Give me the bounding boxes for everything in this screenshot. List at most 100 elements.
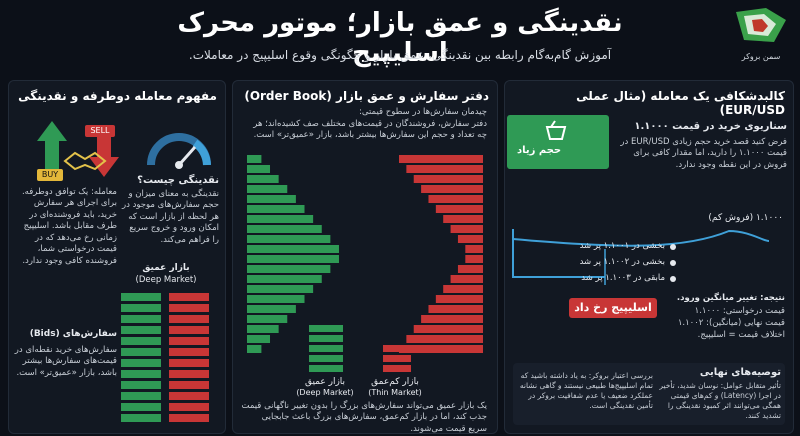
deep-bid-bar [247, 175, 279, 183]
deep-bid-bar [247, 165, 271, 173]
fill-point-2 [670, 260, 676, 266]
thin-market-stack-bar [383, 355, 411, 362]
deep-market-label: بازار عمیق [304, 377, 346, 387]
bid-bar [121, 337, 161, 345]
large-volume-label: حجم زیاد [517, 145, 562, 156]
panel-title-mid: دفتر سفارش و عمق بازار (Order Book) [244, 89, 489, 103]
bid-bar [121, 414, 161, 422]
thin-ask-bar [457, 265, 483, 273]
thin-ask-bar [465, 255, 483, 263]
thin-ask-bar [443, 215, 483, 223]
bid-bar [121, 293, 161, 301]
result-requested: قیمت درخواستی: ۱.۱۰۰۰ [694, 306, 785, 316]
deep-market-stack-bar [309, 365, 343, 372]
order-book-intro: دفتر سفارش، فروشندگان در قیمت‌های مختلف … [253, 119, 487, 141]
trade-definition: معامله: یک توافق دوطرفه. برای اجرای هر س… [21, 187, 117, 266]
thin-market-label-en: (Thin Market) [368, 388, 422, 397]
thin-ask-bar [435, 295, 483, 303]
liquidity-question: نقدینگی چیست؟ [137, 175, 219, 186]
deep-bid-bar [247, 235, 331, 243]
ask-bar [169, 304, 209, 312]
deep-bid-bar [247, 155, 262, 163]
thin-ask-bar [428, 195, 483, 203]
deep-bid-bar [247, 335, 271, 343]
bid-bar [121, 315, 161, 323]
thin-ask-bar [450, 225, 483, 233]
buy-up-arrow-icon [37, 121, 67, 173]
sell-tag: SELL [90, 126, 110, 135]
fill-point-1 [670, 244, 676, 250]
ask-bar [169, 348, 209, 356]
ask-bar [169, 370, 209, 378]
deep-market-bars [121, 293, 209, 422]
deep-market-label-en: (Deep Market) [296, 388, 354, 397]
bid-bar [121, 326, 161, 334]
deep-bid-bar [247, 255, 339, 263]
deep-bid-bar [247, 285, 314, 293]
order-book-note: یک بازار عمیق می‌تواند سفارش‌های بزرگ را… [241, 401, 487, 434]
shopping-basket-icon [545, 120, 567, 140]
slippage-occurred-badge: اسلیپیج رخ داد [569, 298, 657, 318]
result-title: نتیجه: تغییر میانگین ورود. [676, 293, 785, 303]
ask-bar [169, 414, 209, 422]
ask-bar [169, 392, 209, 400]
liquidity-definition: نقدینگی به معنای میزان و حجم سفارش‌های م… [122, 189, 219, 245]
bid-bar [121, 359, 161, 367]
recommendation-broker: بررسی اعتبار بروکر: به یاد داشته باشید ک… [519, 371, 653, 411]
thin-ask-bar [443, 285, 483, 293]
deep-market-stack-bar [309, 345, 343, 352]
deep-bid-bar [247, 305, 296, 313]
result-diff: اختلاف قیمت = اسلیپیج. [697, 330, 785, 340]
panel-order-book: دفتر سفارش و عمق بازار (Order Book) چیدم… [232, 80, 498, 434]
thin-ask-bar [421, 315, 483, 323]
deep-market-title-en: (Deep Market) [135, 275, 197, 285]
thin-ask-bar [406, 165, 483, 173]
thin-ask-bar [413, 175, 483, 183]
recommendations-box: توصیه‌های نهایی تأثیر متقابل عوامل: نوسا… [513, 363, 785, 425]
deep-market-title: بازار عمیق [142, 263, 190, 273]
thin-market-label: بازار کم‌عمق [371, 377, 419, 387]
thin-ask-bar [457, 235, 483, 243]
recommendation-factors: تأثیر متقابل عوامل: نوسان شدید، تأخیر در… [659, 381, 781, 421]
order-book-intro-heading: چیدمان سفارش‌ها در سطوح قیمتی: [359, 107, 487, 117]
ask-bar [169, 359, 209, 367]
fill-point-3 [670, 276, 676, 282]
deep-bid-bar [247, 185, 288, 193]
bids-description: سفارش‌های خرید نقطه‌ای در قیمت‌های سفارش… [14, 345, 117, 378]
brand-logo: سمن بروکر [730, 6, 792, 64]
panel-two-sided-trade: مفهوم معامله دوطرفه و نقدینگی SELL BUY ن… [8, 80, 226, 434]
thin-ask-bar [465, 245, 483, 253]
fill-step-1: بخشی در ۱.۱۰۰۱ پر شد [579, 241, 665, 251]
thin-ask-bar [399, 155, 483, 163]
bid-bar [121, 392, 161, 400]
thin-market-stack-bar [383, 345, 411, 352]
page-title: نقدینگی و عمق بازار؛ موتور محرک اسلیپیج [177, 8, 623, 68]
thin-ask-bar [421, 185, 483, 193]
deep-bid-bar [247, 315, 288, 323]
fill-step-2: بخشی در ۱.۱۰۰۲ پر شد [579, 257, 665, 267]
deep-bid-bar [247, 325, 279, 333]
large-buy-order-block: حجم زیاد [507, 115, 609, 169]
thin-ask-bar [413, 325, 483, 333]
scenario-description: فرض کنید قصد خرید حجم زیادی EUR/USD در ق… [620, 137, 787, 170]
fox-logo-icon [736, 8, 786, 42]
deep-bid-bar [247, 215, 314, 223]
thin-ask-bar [435, 205, 483, 213]
page-subtitle: آموزش گام‌به‌گام رابطه بین نقدینگی، عمق … [188, 48, 612, 62]
deep-bid-bar [247, 295, 305, 303]
price-low-supply: ۱.۱۰۰۰ (فروش کم) [708, 213, 783, 223]
bid-bar [121, 304, 161, 312]
thin-ask-bar [399, 345, 483, 353]
thin-ask-bar [428, 305, 483, 313]
fill-step-3: مابقی در ۱.۱۰۰۳ پر شد [581, 273, 665, 283]
slippage-flow-diagram [512, 229, 770, 285]
order-book-depth-chart [247, 155, 483, 372]
deep-bid-bar [247, 225, 322, 233]
deep-market-stack-bar [309, 335, 343, 342]
bid-bar [121, 381, 161, 389]
logo-text: سمن بروکر [741, 52, 781, 61]
trade-illustration [37, 121, 211, 422]
result-final: قیمت نهایی (میانگین): ۱.۱۰۰۲ [677, 318, 785, 328]
buy-tag: BUY [41, 170, 59, 179]
panel-trade-anatomy: کالبدشکافی یک معامله (مثال عملی EUR/USD)… [504, 80, 794, 434]
